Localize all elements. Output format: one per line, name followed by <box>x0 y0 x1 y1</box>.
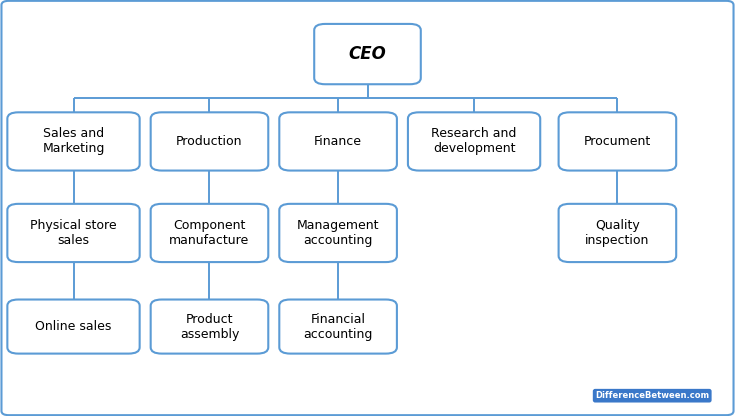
FancyBboxPatch shape <box>559 204 676 262</box>
FancyBboxPatch shape <box>314 24 420 84</box>
Text: Quality
inspection: Quality inspection <box>585 219 650 247</box>
FancyBboxPatch shape <box>559 112 676 171</box>
FancyBboxPatch shape <box>151 112 268 171</box>
FancyBboxPatch shape <box>408 112 540 171</box>
Text: CEO: CEO <box>348 45 387 63</box>
FancyBboxPatch shape <box>151 300 268 354</box>
FancyBboxPatch shape <box>279 204 397 262</box>
FancyBboxPatch shape <box>279 300 397 354</box>
Text: Product
assembly: Product assembly <box>180 312 239 341</box>
Text: Physical store
sales: Physical store sales <box>30 219 117 247</box>
Text: Research and
development: Research and development <box>431 127 517 156</box>
Text: Finance: Finance <box>314 135 362 148</box>
Text: DifferenceBetween.com: DifferenceBetween.com <box>595 391 709 400</box>
Text: Component
manufacture: Component manufacture <box>169 219 250 247</box>
Text: Production: Production <box>176 135 243 148</box>
Text: Online sales: Online sales <box>35 320 112 333</box>
Text: Financial
accounting: Financial accounting <box>304 312 373 341</box>
FancyBboxPatch shape <box>279 112 397 171</box>
FancyBboxPatch shape <box>7 300 140 354</box>
FancyBboxPatch shape <box>151 204 268 262</box>
Text: Management
accounting: Management accounting <box>297 219 379 247</box>
Text: Procument: Procument <box>584 135 651 148</box>
FancyBboxPatch shape <box>7 112 140 171</box>
Text: Sales and
Marketing: Sales and Marketing <box>43 127 104 156</box>
FancyBboxPatch shape <box>7 204 140 262</box>
